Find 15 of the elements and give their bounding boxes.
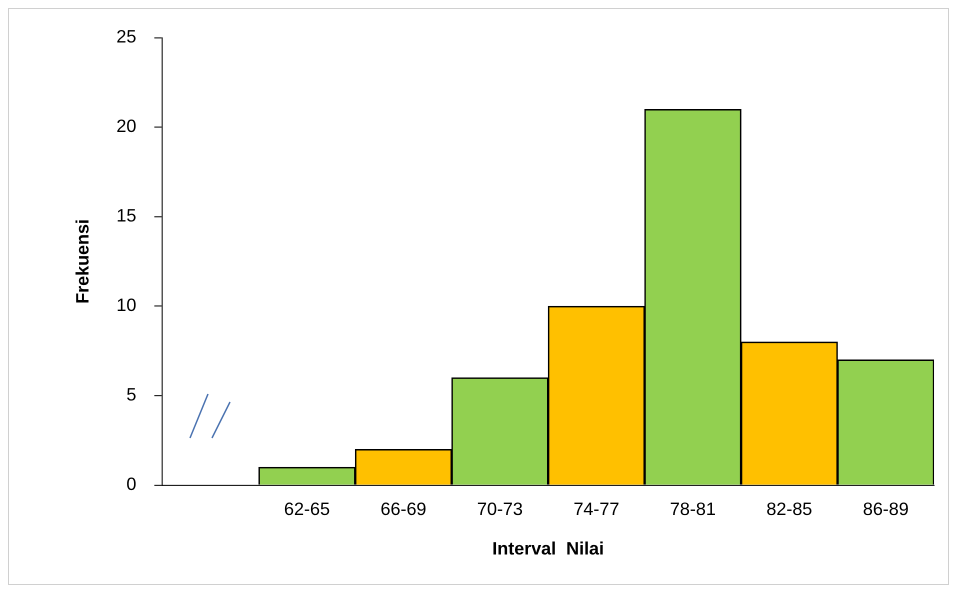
y-tick-label: 15 [116, 206, 136, 226]
x-tick-label: 66-69 [380, 498, 426, 519]
y-axis-title: Frekuensi [72, 219, 93, 304]
y-tick-label: 25 [116, 26, 136, 47]
y-tick-label: 5 [126, 384, 136, 405]
y-tick-label: 10 [116, 295, 136, 316]
x-tick-label: 70-73 [476, 498, 523, 519]
y-tick-label: 20 [116, 116, 136, 136]
x-tick-label: 82-85 [766, 498, 812, 519]
x-tick-label: 74-77 [573, 498, 620, 519]
x-axis-title: Interval Nilai [492, 538, 604, 558]
x-tick-label: 78-81 [670, 498, 716, 519]
x-tick-label: 62-65 [284, 498, 330, 519]
x-tick-label: 86-89 [862, 498, 909, 519]
y-tick-label: 0 [126, 474, 136, 494]
